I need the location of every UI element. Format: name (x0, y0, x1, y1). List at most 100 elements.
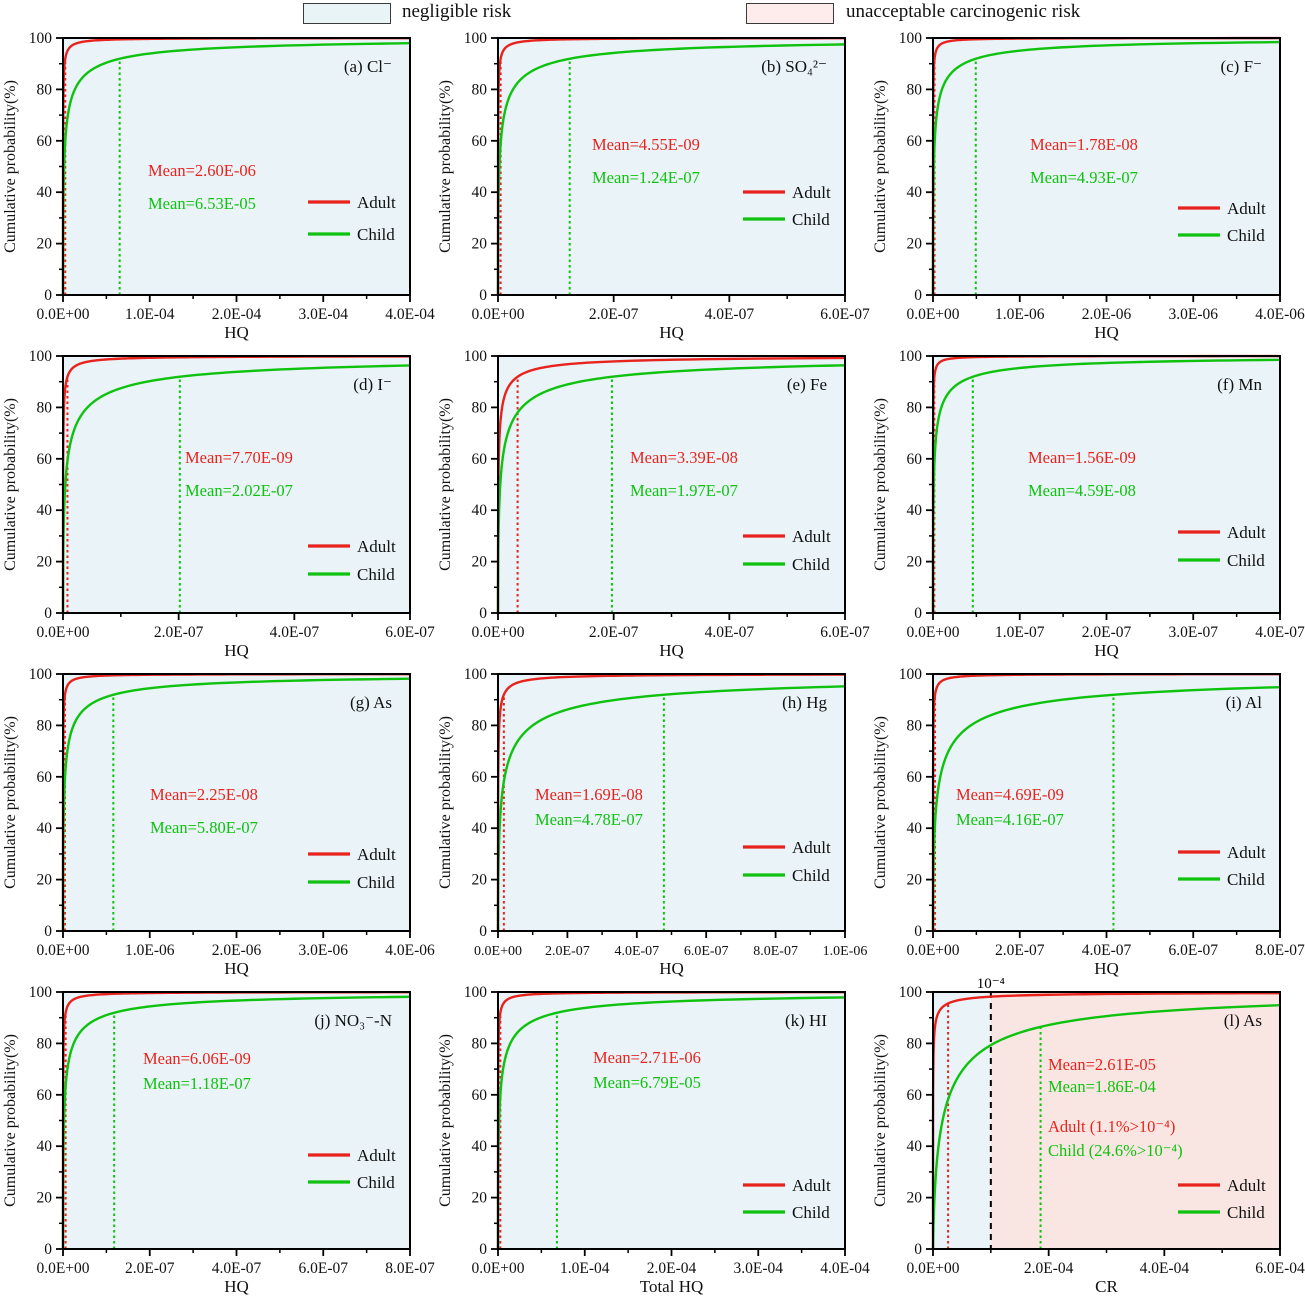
negligible-risk-label: negligible risk (402, 1, 512, 22)
y-tick-label: 40 (907, 1138, 923, 1155)
adult-mean-label: Mean=4.69E-09 (956, 785, 1064, 804)
adult-legend-label: Adult (1227, 523, 1266, 542)
y-tick-label: 40 (37, 184, 53, 201)
adult-legend-label: Adult (792, 838, 831, 857)
panel-title: (j) NO₃⁻-N (314, 1011, 392, 1030)
y-tick-label: 60 (472, 1087, 488, 1104)
plot-background (933, 38, 1280, 295)
y-tick-label: 0 (44, 923, 52, 940)
panel-g: 0.0E+00 1.0E-06 2.0E-06 3.0E-06 4.0E-06 0 20 40… (0, 666, 435, 984)
y-tick-label: 100 (464, 984, 488, 1001)
y-axis-label: Cumulative probability(%) (872, 398, 889, 571)
x-tick-label: 2.0E-07 (589, 624, 639, 641)
x-tick-label: 4.0E-07 (212, 1260, 262, 1277)
x-tick-label: 0.0E+00 (36, 1260, 89, 1277)
x-axis-label: HQ (224, 641, 249, 660)
plot-background (63, 674, 410, 931)
panel-title: (d) I⁻ (353, 375, 392, 394)
x-tick-label: 3.0E-04 (733, 1260, 783, 1277)
child-mean-label: Mean=4.16E-07 (956, 810, 1064, 829)
child-legend-label: Child (792, 866, 830, 885)
plot-background (63, 356, 410, 613)
y-tick-label: 20 (472, 236, 488, 253)
y-tick-label: 100 (29, 666, 53, 683)
x-tick-label: 6.0E-04 (1255, 1260, 1305, 1277)
x-tick-label: 0.0E+00 (36, 942, 89, 959)
child-legend-label: Child (357, 225, 395, 244)
panel-j: 0.0E+00 2.0E-07 4.0E-07 6.0E-07 8.0E-07 0 20 40… (0, 984, 435, 1302)
y-axis-label: Cumulative probability(%) (2, 1034, 19, 1207)
child-mean-label: Mean=4.78E-07 (535, 810, 643, 829)
adult-mean-label: Mean=7.70E-09 (185, 448, 293, 467)
panel-i: 0.0E+00 2.0E-07 4.0E-07 6.0E-07 8.0E-07 0 20 40… (870, 666, 1305, 984)
child-mean-label: Mean=4.59E-08 (1028, 481, 1136, 500)
panel-title: (e) Fe (787, 375, 827, 394)
panel-title: (g) As (350, 693, 392, 712)
y-tick-label: 80 (472, 1035, 488, 1052)
child-mean-label: Mean=4.93E-07 (1030, 168, 1138, 187)
y-tick-label: 40 (472, 502, 488, 519)
y-tick-label: 40 (472, 1138, 488, 1155)
x-tick-label: 4.0E-07 (1082, 942, 1132, 959)
x-tick-label: 0.0E+00 (474, 944, 522, 959)
y-tick-label: 100 (464, 666, 488, 683)
x-tick-label: 1.0E-04 (560, 1260, 610, 1277)
threshold-label: 10⁻⁴ (977, 976, 1005, 992)
x-tick-label: 0.0E+00 (906, 306, 959, 323)
y-tick-label: 80 (472, 717, 488, 734)
child-legend-label: Child (1227, 870, 1265, 889)
plot-background (63, 38, 410, 295)
y-tick-label: 40 (472, 820, 488, 837)
adult-legend-label: Adult (792, 527, 831, 546)
y-tick-label: 0 (479, 605, 487, 622)
y-tick-label: 20 (472, 1190, 488, 1207)
y-tick-label: 80 (907, 1035, 923, 1052)
adult-mean-label: Mean=2.71E-06 (593, 1048, 701, 1067)
y-axis-label: Cumulative probability(%) (872, 1034, 889, 1207)
x-tick-label: 2.0E-04 (647, 1260, 697, 1277)
y-tick-label: 0 (44, 605, 52, 622)
y-tick-label: 100 (899, 30, 923, 47)
adult-legend-label: Adult (1227, 1176, 1266, 1195)
y-tick-label: 80 (37, 81, 53, 98)
x-tick-label: 2.0E-07 (545, 944, 590, 959)
child-legend-label: Child (357, 565, 395, 584)
y-tick-label: 40 (907, 502, 923, 519)
y-axis-label: Cumulative probability(%) (2, 716, 19, 889)
y-tick-label: 100 (899, 984, 923, 1001)
x-axis-label: HQ (224, 323, 249, 342)
y-axis-label: Cumulative probability(%) (437, 80, 454, 253)
x-tick-label: 3.0E-04 (298, 306, 348, 323)
x-tick-label: 6.0E-07 (820, 624, 870, 641)
x-tick-label: 4.0E-07 (614, 944, 659, 959)
adult-legend-label: Adult (1227, 199, 1266, 218)
chart-panel-grid: 0.0E+00 1.0E-04 2.0E-04 3.0E-04 4.0E-04 0 20 40… (0, 30, 1305, 1302)
child-mean-label: Mean=1.18E-07 (143, 1074, 251, 1093)
child-mean-label: Mean=5.80E-07 (150, 818, 258, 837)
y-tick-label: 60 (907, 133, 923, 150)
x-tick-label: 0.0E+00 (471, 306, 524, 323)
panel-f: 0.0E+00 1.0E-07 2.0E-07 3.0E-07 4.0E-07 0 20 40… (870, 348, 1305, 666)
adult-mean-label: Mean=1.78E-08 (1030, 135, 1138, 154)
panel-e: 0.0E+00 2.0E-07 4.0E-07 6.0E-07 0 20 40 60 80 100… (435, 348, 870, 666)
y-axis-label: Cumulative probability(%) (872, 716, 889, 889)
y-tick-label: 0 (479, 287, 487, 304)
x-tick-label: 0.0E+00 (36, 306, 89, 323)
y-tick-label: 80 (37, 1035, 53, 1052)
x-tick-label: 2.0E-06 (1082, 306, 1132, 323)
y-tick-label: 60 (907, 1087, 923, 1104)
x-tick-label: 0.0E+00 (906, 624, 959, 641)
x-tick-label: 1.0E-06 (823, 944, 868, 959)
y-tick-label: 60 (37, 769, 53, 786)
panel-l-chart: 10⁻⁴ 0.0E+00 2.0E-04 4.0E-04 6.0E-04 0 20 40 60 8… (872, 976, 1305, 1296)
x-tick-label: 2.0E-07 (995, 942, 1045, 959)
adult-legend-label: Adult (792, 1176, 831, 1195)
adult-legend-label: Adult (357, 193, 396, 212)
x-tick-label: 6.0E-07 (820, 306, 870, 323)
y-tick-label: 80 (907, 717, 923, 734)
x-axis-label: HQ (1094, 641, 1119, 660)
panel-title: (i) Al (1226, 693, 1263, 712)
plot-background (933, 356, 1280, 613)
x-tick-label: 4.0E-07 (1255, 624, 1305, 641)
plot-background (498, 674, 845, 931)
